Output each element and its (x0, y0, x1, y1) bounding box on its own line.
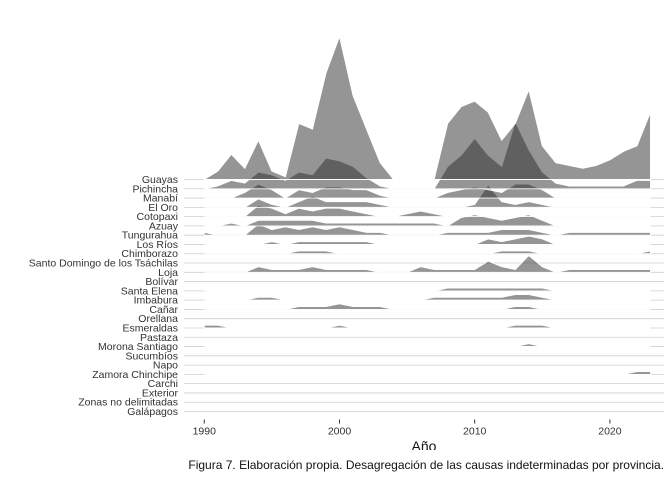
province-label: Napo (153, 360, 178, 372)
ridge-area (204, 287, 651, 292)
province-label: Morona Santiago (98, 341, 178, 353)
province-label: Esmeraldas (123, 322, 178, 334)
x-tick-label: 2000 (328, 426, 352, 438)
province-label: El Oro (148, 202, 178, 214)
ridge-area (204, 343, 651, 347)
ridge-area (203, 223, 651, 236)
province-label: Zonas no delimitadas (78, 397, 178, 409)
ridge-area (204, 184, 651, 208)
province-label: Pastaza (140, 332, 178, 344)
province-label: Sucumbíos (125, 350, 178, 362)
ridge-area (204, 254, 651, 273)
ridge-area (204, 235, 651, 245)
province-label: Santa Elena (121, 285, 178, 297)
ridge-area (202, 35, 651, 180)
ridge-area (204, 250, 651, 255)
x-axis-title: Año (412, 438, 437, 450)
province-label: Loja (158, 267, 178, 279)
province-label: Tungurahua (122, 230, 178, 242)
ridge-area (204, 183, 651, 199)
province-label: Cotopaxi (137, 211, 178, 223)
province-label: Guayas (142, 174, 178, 186)
province-label: Orellana (138, 313, 178, 325)
province-label: Manabí (143, 193, 178, 205)
province-label: Pichincha (132, 183, 178, 195)
ridge-area (204, 204, 651, 218)
ridge-area (204, 303, 651, 310)
province-label: Azuay (149, 220, 179, 232)
province-label: Chimborazo (121, 248, 178, 260)
x-tick-label: 2010 (463, 426, 487, 438)
x-axis: 1990 2000 2010 2020 (193, 419, 622, 438)
ridge-area (204, 371, 651, 375)
province-label: Galápagos (127, 406, 178, 418)
province-label: Los Ríos (137, 239, 178, 251)
ridge-area (203, 324, 651, 329)
ridge-areas (202, 35, 651, 375)
ridge-area (204, 294, 651, 301)
province-label: Bolívar (145, 276, 178, 288)
province-label: Imbabura (134, 295, 179, 307)
x-tick-label: 1990 (193, 426, 217, 438)
ridge-area (204, 214, 651, 227)
figure-caption: Figura 7. Elaboración propia. Desagregac… (188, 458, 664, 472)
province-label: Exterior (142, 387, 179, 399)
province-label: Santo Domingo de los Tsáchilas (29, 258, 178, 270)
province-label: Carchi (148, 378, 178, 390)
x-tick-label: 2020 (598, 426, 622, 438)
province-label: Cañar (149, 304, 178, 316)
province-label: Zamora Chinchipe (92, 369, 178, 381)
